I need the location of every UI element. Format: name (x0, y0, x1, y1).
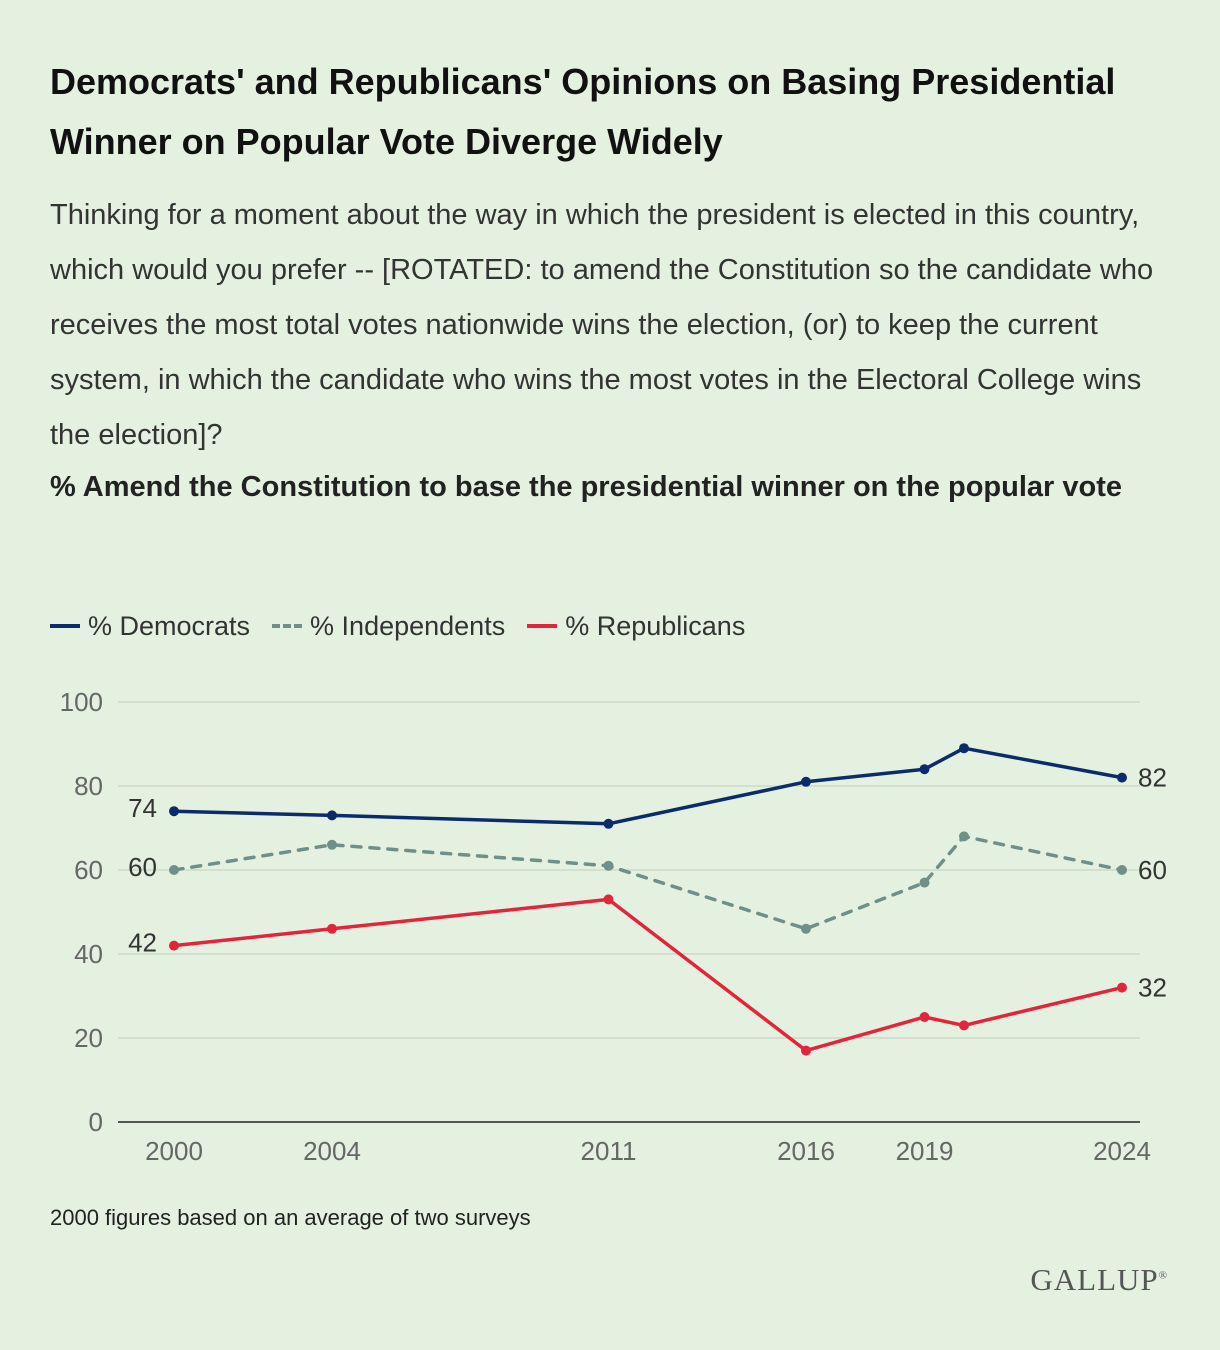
legend-label-independents: % Independents (310, 610, 506, 641)
start-value-label: 74 (128, 793, 157, 823)
data-point (603, 818, 614, 829)
y-tick-label: 20 (74, 1023, 103, 1053)
data-point (1117, 772, 1127, 783)
chart-legend: % Democrats % Independents % Republicans (50, 606, 767, 646)
survey-question: Thinking for a moment about the way in w… (50, 199, 1154, 451)
y-tick-label: 40 (74, 939, 103, 969)
series-line (172, 834, 1124, 931)
x-tick-label: 2019 (896, 1136, 954, 1166)
data-point (919, 877, 930, 888)
y-tick-label: 100 (60, 687, 103, 717)
legend-swatch-independents (272, 624, 303, 628)
x-tick-label: 2004 (303, 1136, 361, 1166)
data-point (959, 743, 969, 754)
data-point (801, 776, 811, 787)
data-point (1117, 865, 1127, 875)
data-point (1117, 982, 1127, 993)
data-point (919, 1012, 930, 1022)
legend-label-democrats: % Democrats (88, 610, 251, 641)
gallup-logo: GALLUP® (1030, 1262, 1168, 1297)
data-point (959, 831, 969, 842)
data-point (327, 923, 337, 934)
data-point (169, 806, 179, 817)
x-tick-label: 2016 (777, 1136, 835, 1166)
x-tick-label: 2024 (1093, 1136, 1151, 1166)
chart-title: Democrats' and Republicans' Opinions on … (50, 61, 1116, 162)
data-point (603, 860, 614, 871)
end-value-label: 60 (1138, 855, 1167, 885)
end-value-label: 32 (1138, 973, 1167, 1003)
data-point (327, 810, 337, 821)
legend-swatch-republicans (527, 624, 558, 628)
data-point (801, 1045, 811, 1056)
footnote: 2000 figures based on an average of two … (50, 1205, 531, 1230)
x-tick-label: 2000 (145, 1136, 203, 1166)
data-point (169, 940, 179, 951)
data-point (169, 865, 179, 875)
data-point (919, 764, 930, 775)
data-point (603, 894, 614, 905)
legend-swatch-democrats (50, 624, 80, 628)
legend-item-independents[interactable]: % Independents (272, 611, 505, 642)
x-tick-label: 2011 (581, 1136, 637, 1166)
data-point (801, 923, 811, 934)
legend-label-republicans: % Republicans (565, 610, 746, 641)
y-tick-label: 80 (74, 771, 103, 801)
data-point (959, 1020, 969, 1031)
data-point (327, 839, 337, 850)
chart-subtitle: % Amend the Constitution to base the pre… (50, 471, 1122, 503)
end-value-label: 82 (1138, 763, 1167, 793)
legend-item-democrats[interactable]: % Democrats (50, 611, 250, 642)
line-chart: 0 20 40 60 80 100 2000 2004 2011 2016 2019 2024 74 82… (60, 687, 1167, 1166)
start-value-label: 60 (128, 852, 157, 882)
y-tick-label: 0 (89, 1107, 103, 1137)
y-tick-label: 60 (74, 855, 103, 885)
legend-item-republicans[interactable]: % Republicans (527, 611, 745, 642)
start-value-label: 42 (128, 928, 157, 958)
series-line (172, 897, 1124, 1053)
